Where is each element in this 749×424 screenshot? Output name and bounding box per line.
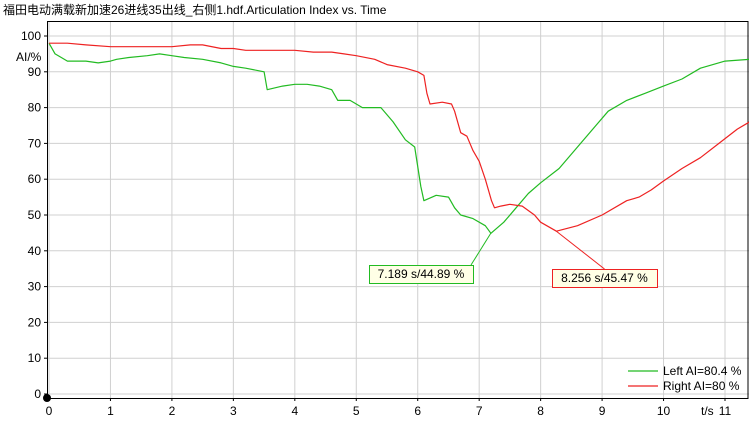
- y-tick-label: 70: [28, 136, 42, 150]
- y-tick-label: 40: [28, 244, 42, 258]
- annotations: 7.189 s/44.89 % 8.256 s/45.47 %: [369, 230, 658, 288]
- y-tick-label: 90: [28, 65, 42, 79]
- axis-ticks: 0 10 20 30 40 50 60 70 80 90 100 0 1 2 3 4 5 6 7 8 9 10 11: [21, 29, 732, 418]
- annotation-connector: [470, 233, 492, 266]
- y-tick-label: 30: [28, 280, 42, 294]
- plot-frame: [47, 21, 749, 399]
- chart-title: 福田电动满载新加速26进线35出线_右侧1.hdf.Articulation I…: [3, 3, 387, 17]
- x-tick-label: 3: [230, 404, 237, 418]
- x-tick-label: 2: [169, 404, 176, 418]
- legend-entry: Left AI=80.4 %: [663, 364, 742, 378]
- annotation-connector: [556, 230, 605, 270]
- x-tick-label: 4: [291, 404, 298, 418]
- y-tick-label: 60: [28, 172, 42, 186]
- series-line-left: [48, 42, 749, 234]
- annotation-box: [369, 265, 474, 284]
- x-tick-label: 7: [476, 404, 483, 418]
- x-tick-label: 8: [537, 404, 544, 418]
- y-tick-label: 50: [28, 208, 42, 222]
- x-tick-label: 11: [719, 404, 732, 418]
- y-tick-label: 10: [28, 351, 42, 365]
- x-tick-label: 1: [107, 404, 114, 418]
- legend: Left AI=80.4 %Right AI=80 %: [628, 364, 742, 393]
- origin-marker: [43, 394, 51, 402]
- annotation-box: [552, 269, 658, 288]
- x-tick-label: 9: [599, 404, 606, 418]
- x-tick-label: 0: [46, 404, 53, 418]
- annotation-label: 8.256 s/45.47 %: [561, 271, 648, 285]
- series-line-right: [49, 42, 749, 232]
- series-layer: [48, 42, 749, 234]
- legend-entry: Right AI=80 %: [663, 379, 740, 393]
- grid-lines: [47, 21, 749, 398]
- y-tick-label: 80: [28, 101, 42, 115]
- x-tick-label: 10: [657, 404, 671, 418]
- x-tick-label: 6: [414, 404, 421, 418]
- annotation-label: 7.189 s/44.89 %: [378, 267, 465, 281]
- x-tick-label: 5: [353, 404, 360, 418]
- y-tick-label: 0: [34, 387, 41, 401]
- y-tick-label: 20: [28, 315, 42, 329]
- y-tick-label: 100: [21, 29, 41, 43]
- y-axis-label: AI/%: [16, 50, 42, 64]
- x-axis-label: t/s: [701, 404, 714, 418]
